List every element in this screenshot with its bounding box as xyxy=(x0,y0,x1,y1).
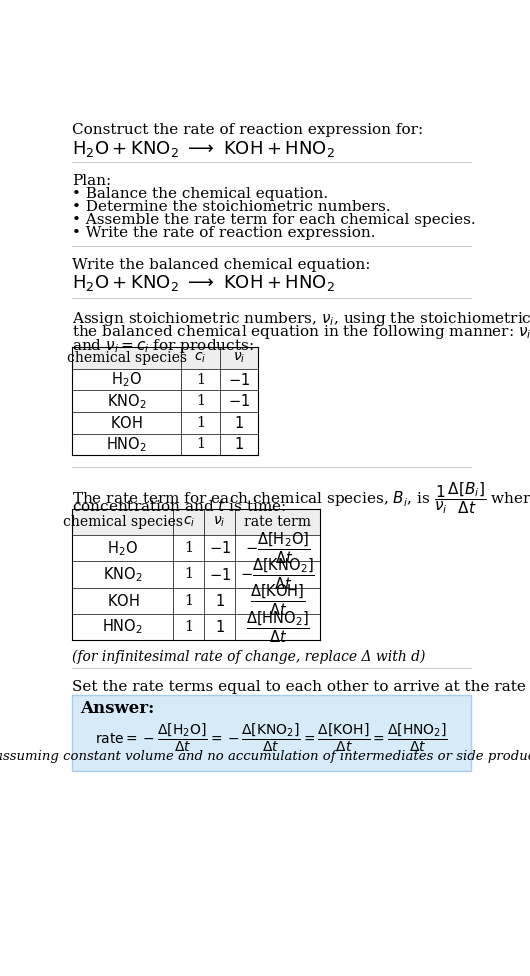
Text: and $\nu_i = c_i$ for products:: and $\nu_i = c_i$ for products: xyxy=(73,337,254,354)
Text: $1$: $1$ xyxy=(234,415,244,430)
Text: $\mathrm{H_2O}$: $\mathrm{H_2O}$ xyxy=(108,539,138,557)
Text: $\mathrm{H_2O}$: $\mathrm{H_2O}$ xyxy=(111,370,142,389)
FancyBboxPatch shape xyxy=(73,561,321,588)
Text: $\mathrm{KNO_2}$: $\mathrm{KNO_2}$ xyxy=(103,565,143,584)
FancyBboxPatch shape xyxy=(73,588,321,614)
Text: 1: 1 xyxy=(196,416,205,429)
Text: $\mathrm{rate} = -\dfrac{\Delta[\mathrm{H_2O}]}{\Delta t} = -\dfrac{\Delta[\math: $\mathrm{rate} = -\dfrac{\Delta[\mathrm{… xyxy=(95,721,448,753)
Text: • Write the rate of reaction expression.: • Write the rate of reaction expression. xyxy=(73,226,376,240)
FancyBboxPatch shape xyxy=(73,614,321,640)
FancyBboxPatch shape xyxy=(73,369,259,390)
Text: concentration and $t$ is time:: concentration and $t$ is time: xyxy=(73,499,287,514)
FancyBboxPatch shape xyxy=(73,412,259,433)
Text: chemical species: chemical species xyxy=(63,515,183,529)
Text: $-\dfrac{\Delta[\mathrm{H_2O}]}{\Delta t}$: $-\dfrac{\Delta[\mathrm{H_2O}]}{\Delta t… xyxy=(245,531,311,566)
Text: Answer:: Answer: xyxy=(80,700,154,717)
Text: 1: 1 xyxy=(196,394,205,408)
Text: $-1$: $-1$ xyxy=(228,393,250,409)
Text: Assign stoichiometric numbers, $\nu_i$, using the stoichiometric coefficients, $: Assign stoichiometric numbers, $\nu_i$, … xyxy=(73,310,530,328)
Text: $\mathrm{HNO_2}$: $\mathrm{HNO_2}$ xyxy=(102,618,143,636)
Text: $1$: $1$ xyxy=(215,619,225,634)
Text: $-1$: $-1$ xyxy=(228,372,250,387)
Text: rate term: rate term xyxy=(244,515,311,529)
FancyBboxPatch shape xyxy=(73,433,259,455)
Text: 1: 1 xyxy=(196,437,205,451)
Text: $\mathrm{HNO_2}$: $\mathrm{HNO_2}$ xyxy=(106,435,147,454)
Text: $1$: $1$ xyxy=(234,436,244,452)
Text: Construct the rate of reaction expression for:: Construct the rate of reaction expressio… xyxy=(73,123,423,138)
Text: chemical species: chemical species xyxy=(67,351,187,365)
Text: $-1$: $-1$ xyxy=(209,541,231,556)
FancyBboxPatch shape xyxy=(73,535,321,561)
Text: The rate term for each chemical species, $B_i$, is $\dfrac{1}{\nu_i}\dfrac{\Delt: The rate term for each chemical species,… xyxy=(73,480,530,515)
Text: the balanced chemical equation in the following manner: $\nu_i = -c_i$ for react: the balanced chemical equation in the fo… xyxy=(73,323,530,342)
Text: Write the balanced chemical equation:: Write the balanced chemical equation: xyxy=(73,258,371,272)
Text: • Assemble the rate term for each chemical species.: • Assemble the rate term for each chemic… xyxy=(73,214,476,227)
Text: $-\dfrac{\Delta[\mathrm{KNO_2}]}{\Delta t}$: $-\dfrac{\Delta[\mathrm{KNO_2}]}{\Delta … xyxy=(241,556,315,592)
Text: $-1$: $-1$ xyxy=(209,566,231,583)
Text: $\mathrm{KOH}$: $\mathrm{KOH}$ xyxy=(110,415,143,430)
Text: (for infinitesimal rate of change, replace Δ with d): (for infinitesimal rate of change, repla… xyxy=(73,649,426,664)
FancyBboxPatch shape xyxy=(73,695,471,771)
FancyBboxPatch shape xyxy=(73,509,321,535)
Text: 1: 1 xyxy=(184,620,193,633)
Text: 1: 1 xyxy=(196,373,205,386)
Text: $\mathrm{H_2O + KNO_2 \ \longrightarrow \ KOH + HNO_2}$: $\mathrm{H_2O + KNO_2 \ \longrightarrow … xyxy=(73,139,335,159)
FancyBboxPatch shape xyxy=(73,390,259,412)
Text: $\dfrac{\Delta[\mathrm{KOH}]}{\Delta t}$: $\dfrac{\Delta[\mathrm{KOH}]}{\Delta t}$ xyxy=(250,583,306,619)
Text: 1: 1 xyxy=(184,567,193,582)
Text: $\nu_i$: $\nu_i$ xyxy=(233,351,245,365)
Text: $\mathrm{H_2O + KNO_2 \ \longrightarrow \ KOH + HNO_2}$: $\mathrm{H_2O + KNO_2 \ \longrightarrow … xyxy=(73,273,335,294)
Text: $\dfrac{\Delta[\mathrm{HNO_2}]}{\Delta t}$: $\dfrac{\Delta[\mathrm{HNO_2}]}{\Delta t… xyxy=(246,609,310,644)
Text: Set the rate terms equal to each other to arrive at the rate expression:: Set the rate terms equal to each other t… xyxy=(73,680,530,694)
Text: $\mathrm{KOH}$: $\mathrm{KOH}$ xyxy=(107,592,139,609)
Text: $c_i$: $c_i$ xyxy=(182,515,195,529)
Text: • Determine the stoichiometric numbers.: • Determine the stoichiometric numbers. xyxy=(73,200,391,215)
Text: Plan:: Plan: xyxy=(73,174,112,188)
FancyBboxPatch shape xyxy=(73,347,259,369)
Text: (assuming constant volume and no accumulation of intermediates or side products): (assuming constant volume and no accumul… xyxy=(0,751,530,763)
Text: • Balance the chemical equation.: • Balance the chemical equation. xyxy=(73,187,329,201)
Text: $\nu_i$: $\nu_i$ xyxy=(214,515,226,529)
Text: $c_i$: $c_i$ xyxy=(194,351,207,365)
Text: 1: 1 xyxy=(184,593,193,608)
Text: 1: 1 xyxy=(184,542,193,555)
Text: $1$: $1$ xyxy=(215,592,225,609)
Text: $\mathrm{KNO_2}$: $\mathrm{KNO_2}$ xyxy=(107,392,146,411)
